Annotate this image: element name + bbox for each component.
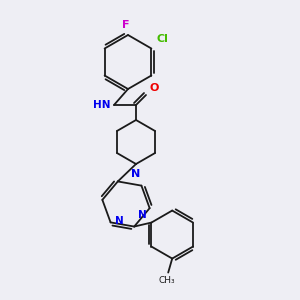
Text: F: F [122,20,130,30]
Text: Cl: Cl [156,34,168,44]
Text: N: N [131,169,141,179]
Text: N: N [138,210,147,220]
Text: O: O [149,83,158,93]
Text: CH₃: CH₃ [159,276,175,285]
Text: N: N [115,216,123,226]
Text: HN: HN [94,100,111,110]
